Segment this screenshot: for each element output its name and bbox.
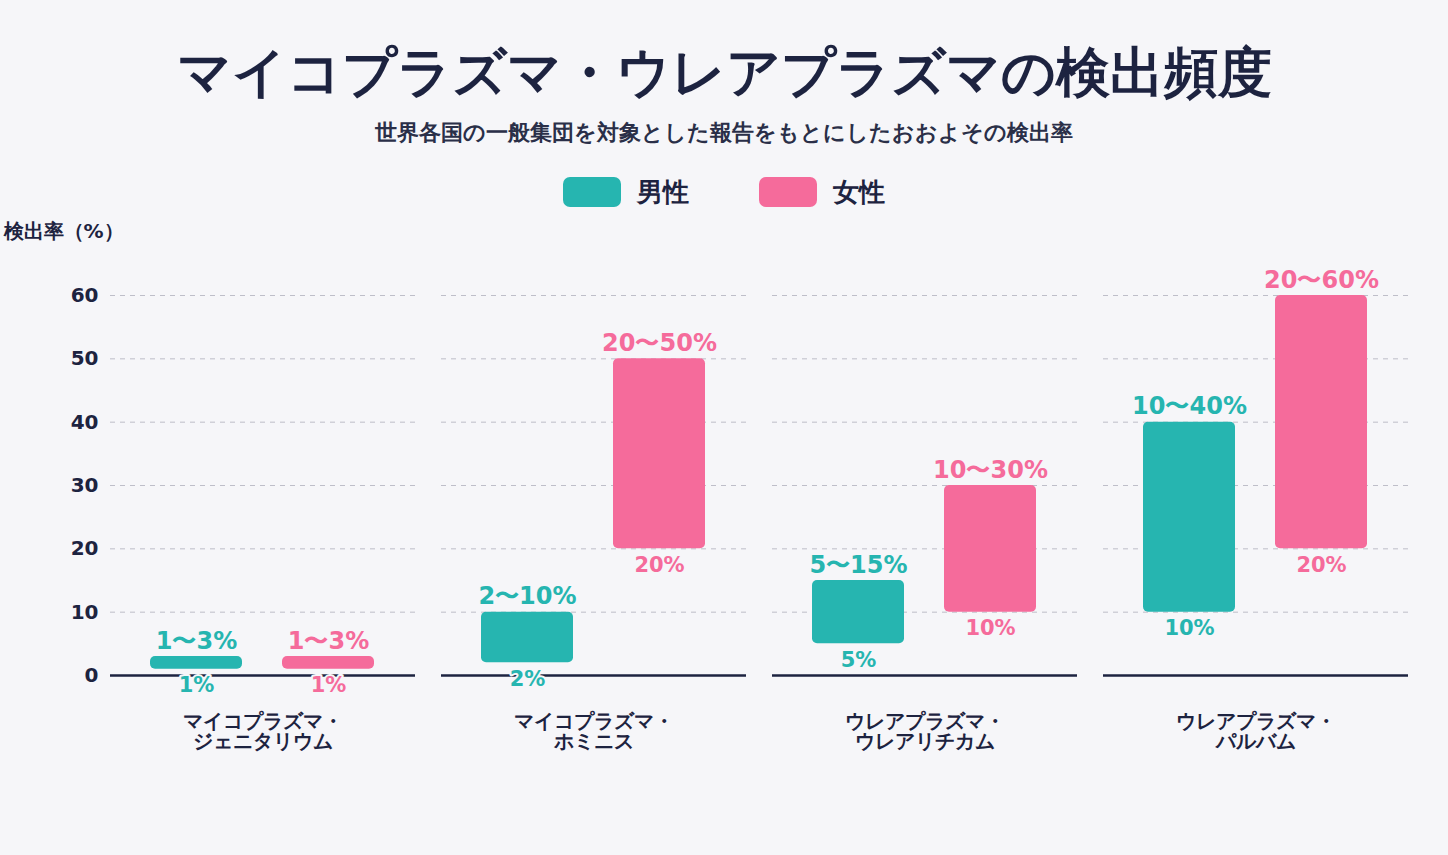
html-text:マイコプラズマ・ウレアプラズマの検出頻度: マイコプラズマ・ウレアプラズマの検出頻度 [176, 41, 1272, 104]
svg-text:1%: 1% [311, 673, 347, 697]
svg-text:検出率（%）: 検出率（%） [3, 220, 124, 243]
svg-text:40: 40 [71, 410, 99, 434]
svg-text:50: 50 [71, 346, 99, 370]
svg-text:20%: 20% [634, 553, 684, 577]
svg-text:20〜50%: 20〜50% [602, 329, 717, 357]
svg-text:20: 20 [71, 536, 99, 560]
svg-text:10%: 10% [965, 616, 1015, 640]
svg-text:30: 30 [71, 473, 99, 497]
svg-text:2〜10%: 2〜10% [478, 582, 576, 610]
svg-text:1%: 1% [179, 673, 215, 697]
svg-text:5〜15%: 5〜15% [809, 551, 907, 579]
svg-text:60: 60 [71, 283, 99, 307]
svg-text:10: 10 [71, 600, 99, 624]
html-text:世界各国の一般集団を対象とした報告をもとにしたおおよその検出: 世界各国の一般集団を対象とした報告をもとにしたおおよその検出率 [375, 120, 1073, 145]
svg-text:10〜40%: 10〜40% [1132, 392, 1247, 420]
html-text:女性: 女性 [833, 176, 885, 207]
svg-text:2%: 2% [510, 667, 546, 691]
svg-text:マイコプラズマ・ジェニタリウム: マイコプラズマ・ジェニタリウム [183, 709, 343, 753]
svg-text:1〜3%: 1〜3% [288, 627, 369, 655]
svg-text:10〜30%: 10〜30% [933, 456, 1048, 484]
svg-text:1〜3%: 1〜3% [156, 627, 237, 655]
svg-text:20〜60%: 20〜60% [1264, 266, 1379, 294]
svg-text:マイコプラズマ・ホミニス: マイコプラズマ・ホミニス [514, 709, 674, 753]
svg-text:ウレアプラズマ・パルバム: ウレアプラズマ・パルバム [1176, 709, 1336, 753]
svg-text:ウレアプラズマ・ウレアリチカム: ウレアプラズマ・ウレアリチカム [845, 709, 1005, 753]
html-text:男性: 男性 [637, 176, 689, 207]
svg-text:5%: 5% [841, 648, 877, 672]
svg-text:20%: 20% [1296, 553, 1346, 577]
svg-text:10%: 10% [1164, 616, 1214, 640]
svg-text:0: 0 [85, 663, 99, 687]
